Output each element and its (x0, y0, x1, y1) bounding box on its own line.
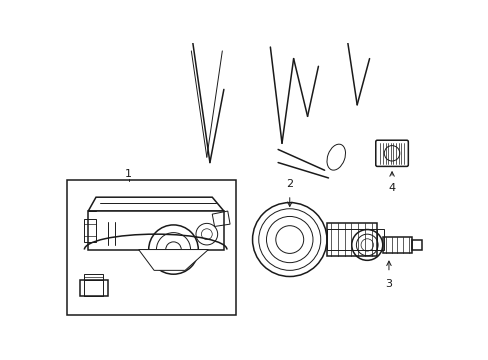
Bar (377, 229, 383, 250)
Text: 2: 2 (285, 180, 293, 189)
Polygon shape (88, 197, 224, 211)
FancyBboxPatch shape (375, 140, 407, 166)
Text: 4: 4 (387, 183, 395, 193)
Polygon shape (88, 211, 224, 249)
Bar (326, 222, 377, 256)
Bar (411, 240, 421, 249)
Polygon shape (138, 249, 208, 270)
Bar (80, 280, 107, 296)
Text: 3: 3 (385, 279, 392, 289)
Bar (67, 180, 236, 315)
Bar (84, 274, 103, 280)
Text: 1: 1 (125, 169, 132, 179)
Bar (382, 237, 411, 253)
Bar (326, 229, 377, 250)
Bar (84, 280, 103, 296)
